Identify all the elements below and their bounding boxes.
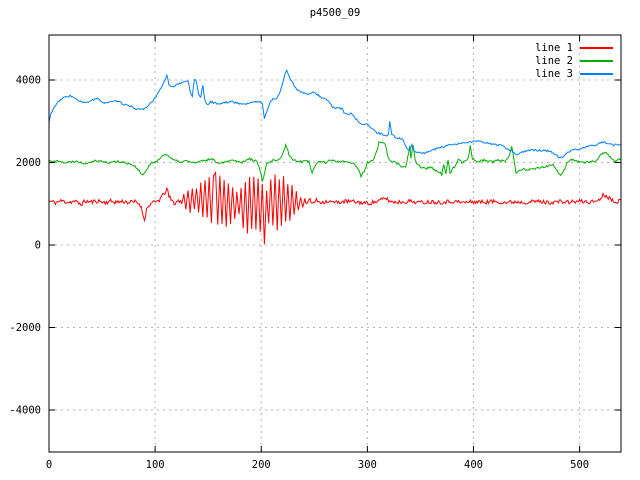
legend-entry-line-3: line 3	[535, 67, 613, 80]
y-tick-label: 2000	[16, 157, 41, 169]
x-tick-label: 100	[146, 459, 165, 471]
x-tick-label: 0	[46, 459, 52, 471]
x-tick-label: 200	[252, 459, 271, 471]
x-tick-label: 500	[570, 459, 589, 471]
legend-line-sample	[580, 59, 613, 62]
series-line-2	[48, 141, 622, 183]
series-line-3	[48, 68, 622, 159]
chart-title: p4500_09	[309, 7, 361, 19]
legend-line-sample	[580, 46, 613, 49]
axis-ticks	[48, 35, 621, 452]
legend-entry-line-1: line 1	[535, 41, 613, 54]
axis-tick-labels: 0 100 200 300 400 500 -4000 -2000 0 2000 4000	[9, 75, 589, 471]
legend: line 1 line 2 line 3	[535, 41, 613, 80]
y-tick-label: -2000	[9, 322, 41, 334]
plot-border	[48, 34, 622, 453]
y-tick-label: -4000	[9, 405, 41, 417]
legend-line-sample	[580, 72, 613, 75]
x-tick-label: 300	[358, 459, 377, 471]
series-line-1	[48, 171, 622, 245]
x-tick-label: 400	[464, 459, 483, 471]
y-tick-label: 0	[35, 240, 41, 252]
legend-entry-line-2: line 2	[535, 54, 613, 67]
y-tick-label: 4000	[16, 75, 41, 87]
legend-label: line 2	[535, 54, 573, 67]
gridlines	[48, 35, 621, 452]
legend-label: line 1	[535, 41, 573, 54]
legend-label: line 3	[535, 67, 573, 80]
